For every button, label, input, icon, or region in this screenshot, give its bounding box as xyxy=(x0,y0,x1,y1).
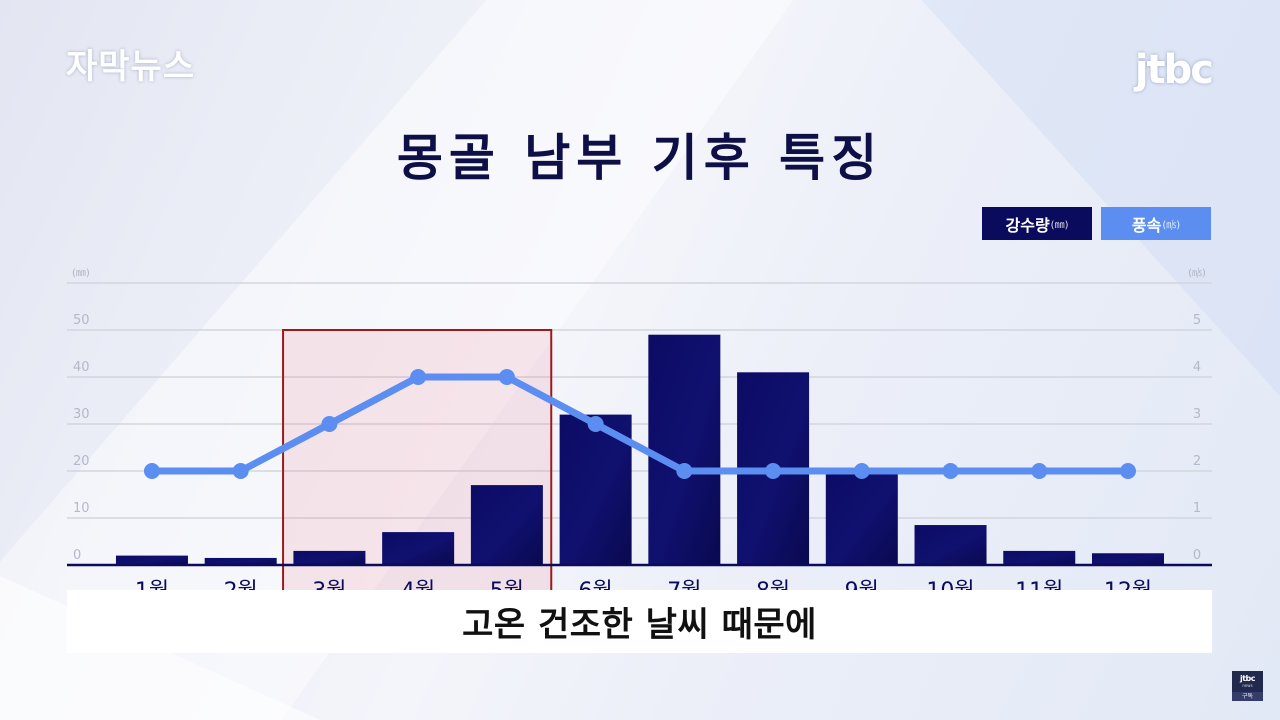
subscribe-logo: jtbc xyxy=(1239,674,1256,683)
y-left-tick-label-3: 20 xyxy=(73,454,90,469)
wind-point-9 xyxy=(853,463,870,479)
precip-bar-12 xyxy=(1091,553,1164,565)
subscribe-button[interactable]: jtbc news 구독 xyxy=(1232,671,1263,701)
y-left-tick-label-2: 10 xyxy=(73,501,90,516)
wind-point-8 xyxy=(765,463,782,479)
y-left-tick-label-6: 50 xyxy=(73,313,90,328)
chart-legend: 강수량 (㎜) 풍속 (㎧) xyxy=(982,207,1211,240)
wind-point-10 xyxy=(942,463,959,479)
precip-bar-7 xyxy=(648,334,721,565)
y-left-tick-label-1: 0 xyxy=(73,548,81,563)
wind-point-3 xyxy=(321,416,338,432)
wind-point-7 xyxy=(676,463,693,479)
y-right-unit-label: (㎧) xyxy=(1188,267,1206,279)
legend-unit: (㎜) xyxy=(1050,220,1069,231)
y-right-tick-label-5: 4 xyxy=(1193,360,1201,375)
y-right-tick-label-3: 2 xyxy=(1193,454,1201,469)
wind-point-1 xyxy=(143,463,160,479)
gridlines xyxy=(67,282,1212,519)
wind-speed-line xyxy=(148,373,1132,475)
precip-bar-4 xyxy=(382,532,455,565)
legend-item-precipitation: 강수량 (㎜) xyxy=(982,207,1092,240)
legend-label: 강수량 xyxy=(1005,215,1050,235)
y-left-tick-label-4: 30 xyxy=(73,407,90,422)
y-left-tick-label-5: 40 xyxy=(73,360,90,375)
legend-label: 풍속 xyxy=(1131,215,1162,235)
subtitle-text: 고온 건조한 날씨 때문에 xyxy=(462,605,817,645)
precip-bar-11 xyxy=(1003,550,1076,565)
subscribe-sub: news xyxy=(1242,683,1253,688)
precip-bar-3 xyxy=(293,550,366,565)
wind-point-2 xyxy=(232,463,249,479)
precip-bar-10 xyxy=(914,525,987,565)
axis-tick-labels: 0 10 20 30 40 50 (㎜) 0 1 2 3 4 5 (㎧) xyxy=(72,267,1206,563)
precip-bar-1 xyxy=(115,555,188,565)
wind-point-5 xyxy=(498,369,515,385)
wind-point-4 xyxy=(410,369,427,385)
precip-bar-5 xyxy=(470,485,543,565)
y-left-unit-label: (㎜) xyxy=(72,268,90,279)
subtitle-caption: 고온 건조한 날씨 때문에 xyxy=(67,590,1212,653)
y-right-tick-label-1: 0 xyxy=(1193,548,1201,563)
program-logo: 자막뉴스 xyxy=(66,47,196,87)
channel-logo: jtbc xyxy=(1134,47,1214,93)
precip-bar-2 xyxy=(204,557,277,565)
wind-point-6 xyxy=(587,416,604,432)
y-right-tick-label-4: 3 xyxy=(1193,407,1201,422)
precip-bar-9 xyxy=(825,471,898,565)
precipitation-bars xyxy=(115,334,1164,565)
legend-item-wind-speed: 풍속 (㎧) xyxy=(1101,207,1211,240)
subscribe-label: 구독 xyxy=(1232,692,1263,701)
chart-title: 몽골 남부 기후 특징 xyxy=(396,129,884,187)
wind-point-11 xyxy=(1031,463,1048,479)
wind-point-12 xyxy=(1119,463,1136,479)
legend-unit: (㎧) xyxy=(1162,220,1181,231)
wind-speed-series xyxy=(143,369,1136,479)
y-right-tick-label-6: 5 xyxy=(1193,313,1201,328)
y-right-tick-label-2: 1 xyxy=(1193,501,1201,516)
